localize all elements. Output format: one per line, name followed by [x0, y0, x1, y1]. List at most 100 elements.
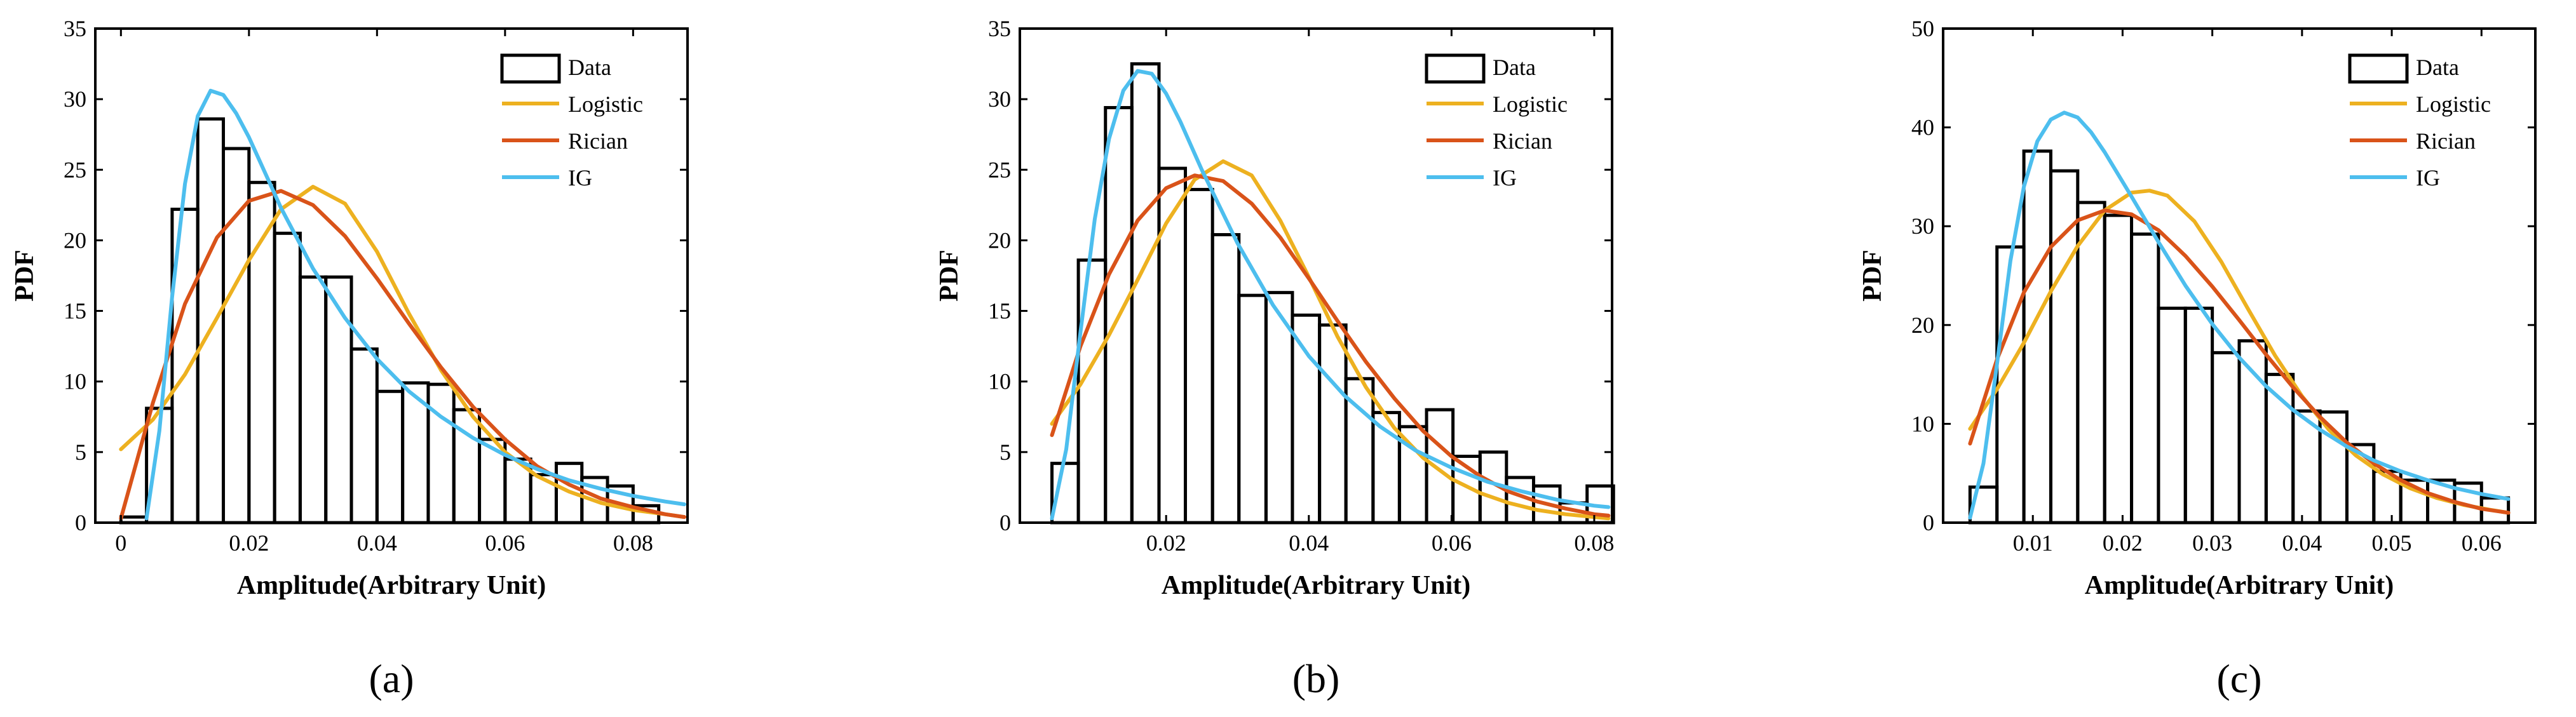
x-axis-label: Amplitude(Arbitrary Unit): [1162, 571, 1470, 600]
y-tick-label: 20: [1911, 312, 1934, 338]
fit-line-rician: [119, 189, 686, 521]
y-tick-label: 40: [1911, 115, 1934, 140]
fit-line-logistic: [119, 185, 686, 519]
histogram-bar: [349, 347, 379, 525]
fit-line-ig: [1968, 111, 2511, 520]
legend: Data Logistic Rician IG: [1425, 53, 1568, 191]
x-tick-label: 0.05: [2372, 530, 2412, 556]
legend-label: Logistic: [1493, 91, 1568, 117]
histogram-bar: [1210, 233, 1241, 525]
histogram-bar: [2076, 201, 2106, 525]
y-tick-label: 20: [64, 227, 86, 253]
x-tick-label: 0.06: [485, 530, 525, 556]
y-tick-label: 15: [64, 298, 86, 324]
y-tick-label: 15: [988, 298, 1011, 324]
histogram-bar: [1184, 187, 1214, 525]
histogram-bar: [2130, 232, 2160, 525]
x-tick-label: 0.04: [1289, 530, 1329, 556]
y-tick-label: 5: [75, 439, 86, 465]
legend-swatch-data: [2348, 53, 2409, 84]
histogram-bar: [2103, 213, 2134, 525]
y-tick-label: 0: [75, 510, 86, 535]
fit-line-logistic: [1968, 189, 2511, 515]
histogram-bar: [1130, 62, 1161, 525]
histogram-bar: [196, 117, 226, 525]
y-axis-label: PDF: [10, 250, 39, 302]
panel-caption: (a): [369, 656, 414, 701]
y-tick-label: 10: [1911, 411, 1934, 436]
histogram-bar: [375, 389, 405, 525]
x-tick-label: 0.08: [613, 530, 653, 556]
y-tick-label: 25: [988, 157, 1011, 182]
legend-label: Rician: [2416, 128, 2476, 154]
x-axis-label: Amplitude(Arbitrary Unit): [2085, 571, 2394, 600]
legend-label: Data: [568, 55, 611, 80]
histogram-bar: [1076, 258, 1108, 525]
legend: Data Logistic Rician IG: [2348, 53, 2491, 191]
x-tick-label: 0.01: [2013, 530, 2053, 556]
chart-panel-3: 0.01 0.02 0.03 0.04 0.05 0.06 0 10 20 30 40 50 Ampli…: [1858, 16, 2537, 701]
histogram-bar: [298, 275, 328, 525]
chart-panel-1: 0 0.02 0.04 0.06 0.08 0 5 10 15 20 25 30 35 Amplitude…: [10, 16, 689, 701]
x-tick-label: 0.02: [1146, 530, 1186, 556]
legend: Data Logistic Rician IG: [500, 53, 643, 191]
y-tick-label: 30: [64, 86, 86, 112]
y-tick-label: 25: [64, 157, 86, 182]
x-tick-label: 0.08: [1574, 530, 1614, 556]
legend-label: Data: [2416, 55, 2459, 80]
x-tick-label: 0.02: [2103, 530, 2143, 556]
histogram-bar: [1291, 313, 1322, 525]
histogram-bar: [273, 231, 302, 525]
legend-swatch-data: [500, 53, 561, 84]
histogram-bar: [1318, 323, 1348, 525]
y-tick-label: 35: [988, 16, 1011, 41]
y-axis-label: PDF: [1858, 250, 1887, 302]
histogram-bar: [1237, 293, 1268, 525]
legend-label: IG: [1493, 165, 1517, 191]
legend-label: IG: [2416, 165, 2440, 191]
y-tick-label: 35: [64, 16, 86, 41]
histogram-bar: [2183, 306, 2214, 525]
panel-caption: (c): [2216, 656, 2261, 701]
x-tick-label: 0.06: [1432, 530, 1472, 556]
y-tick-label: 5: [1000, 439, 1011, 465]
x-tick-label: 0: [115, 530, 126, 556]
chart-panel-2: 0.02 0.04 0.06 0.08 0 5 10 15 20 25 30 35 Amplitude(…: [935, 16, 1615, 701]
x-tick-label: 0.04: [357, 530, 397, 556]
legend-label: Rician: [1493, 128, 1552, 154]
histogram-bar: [2237, 339, 2268, 525]
legend-label: Data: [1493, 55, 1536, 80]
plot-frame: [1942, 27, 2537, 524]
x-axis-label: Amplitude(Arbitrary Unit): [237, 571, 546, 600]
x-tick-label: 0.06: [2462, 530, 2502, 556]
plot-frame: [1019, 27, 1613, 524]
fit-line-rician: [1050, 173, 1611, 518]
fit-line-ig: [144, 88, 686, 521]
y-tick-label: 0: [1000, 510, 1011, 535]
x-tick-label: 0.04: [2282, 530, 2322, 556]
y-tick-label: 10: [988, 369, 1011, 394]
fit-line-rician: [1968, 208, 2511, 515]
histogram-bar: [1157, 166, 1188, 525]
y-axis-label: PDF: [935, 250, 964, 302]
histogram-bar: [2211, 351, 2241, 525]
x-tick-label: 0.03: [2192, 530, 2232, 556]
y-tick-label: 30: [988, 86, 1011, 112]
histogram-bar: [247, 180, 276, 525]
y-tick-label: 0: [1923, 510, 1934, 535]
legend-label: Logistic: [2416, 91, 2491, 117]
fit-line-logistic: [1050, 159, 1611, 521]
legend-label: Logistic: [568, 91, 643, 117]
x-tick-label: 0.02: [229, 530, 269, 556]
fit-line-ig: [1050, 69, 1611, 521]
legend-swatch-data: [1425, 53, 1486, 84]
histogram-bar: [2157, 306, 2187, 525]
y-tick-label: 30: [1911, 213, 1934, 239]
plot-frame: [94, 27, 689, 524]
histogram-bar: [426, 382, 456, 525]
y-tick-label: 20: [988, 227, 1011, 253]
histogram-bar: [324, 275, 353, 525]
y-tick-label: 10: [64, 369, 86, 394]
panel-caption: (b): [1292, 656, 1340, 701]
